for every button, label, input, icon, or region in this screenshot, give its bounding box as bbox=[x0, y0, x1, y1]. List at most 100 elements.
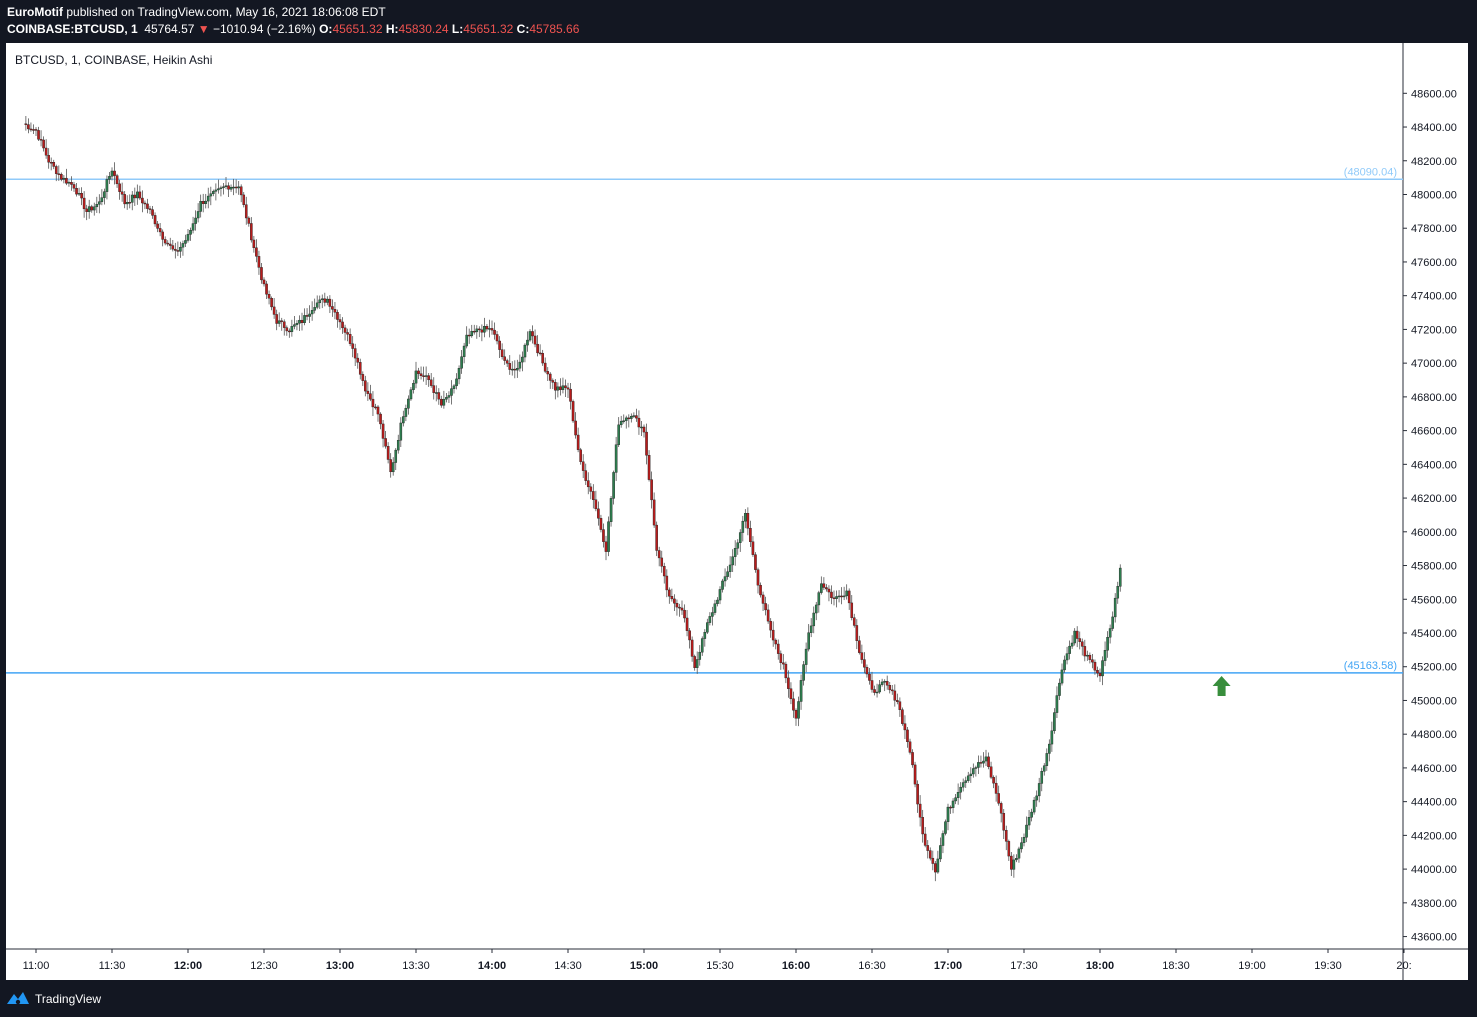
candle-body bbox=[946, 806, 950, 822]
candle-body bbox=[39, 139, 43, 141]
candle-body bbox=[1106, 637, 1109, 651]
candle-body bbox=[584, 470, 588, 481]
candle-body bbox=[346, 332, 349, 335]
candle-body bbox=[559, 386, 562, 390]
candle-body bbox=[693, 656, 696, 668]
candle-body bbox=[465, 334, 468, 347]
candle-body bbox=[490, 328, 494, 331]
candle-body bbox=[100, 197, 104, 202]
candle-body bbox=[660, 557, 664, 567]
candle-body bbox=[764, 603, 767, 611]
candlestick-chart[interactable]: 48600.00 48400.00 48200.00 48000.00 47800.00… bbox=[6, 43, 1468, 980]
candle-body bbox=[670, 596, 674, 600]
candle-body bbox=[1012, 859, 1016, 870]
candle-body bbox=[825, 587, 828, 590]
candle-body bbox=[1007, 841, 1011, 857]
price-tick-label: 44000.00 bbox=[1411, 864, 1457, 876]
candle-body bbox=[855, 625, 859, 641]
candle-body bbox=[52, 162, 56, 167]
chart-panel[interactable]: 48600.00 48400.00 48200.00 48000.00 47800.00… bbox=[6, 43, 1468, 980]
candle-body bbox=[239, 186, 243, 196]
price-tick-label: 45600.00 bbox=[1411, 594, 1457, 606]
candle-body bbox=[698, 651, 702, 660]
candle-body bbox=[369, 393, 372, 400]
candle-body bbox=[526, 339, 529, 346]
footer-brand[interactable]: TradingView bbox=[6, 988, 101, 1010]
candle-body bbox=[288, 330, 291, 333]
candle-body bbox=[257, 256, 261, 268]
candle-body bbox=[181, 243, 185, 248]
publisher-name: EuroMotif bbox=[7, 5, 63, 19]
candle-body bbox=[70, 182, 73, 185]
candle-body bbox=[163, 239, 167, 244]
candle-body bbox=[820, 583, 823, 593]
candle-body bbox=[1091, 659, 1094, 663]
candle-body bbox=[110, 170, 114, 177]
candle-body bbox=[982, 760, 985, 764]
candle-body bbox=[227, 185, 230, 190]
candle-body bbox=[668, 589, 671, 597]
candle-body bbox=[543, 362, 547, 372]
candle-body bbox=[599, 518, 603, 530]
candle-body bbox=[822, 583, 826, 588]
candle-body bbox=[1048, 743, 1051, 754]
candle-body bbox=[1017, 848, 1021, 859]
candle-body bbox=[462, 345, 466, 357]
candle-body bbox=[1004, 830, 1008, 842]
candle-body bbox=[944, 821, 947, 834]
candle-body bbox=[379, 413, 382, 425]
candle-body bbox=[32, 129, 35, 131]
candle-body bbox=[123, 194, 126, 205]
candle-body bbox=[941, 833, 945, 846]
candle-body bbox=[85, 208, 88, 212]
candle-body bbox=[776, 643, 780, 654]
candle-body bbox=[802, 664, 805, 681]
candle-body bbox=[969, 773, 973, 777]
candle-body bbox=[470, 330, 474, 337]
candle-body bbox=[652, 499, 656, 526]
candle-body bbox=[723, 576, 727, 582]
candle-body bbox=[445, 397, 448, 400]
close-label: C: bbox=[516, 22, 530, 36]
candle-body bbox=[277, 320, 281, 324]
candle-body bbox=[908, 741, 912, 753]
candle-body bbox=[916, 783, 919, 805]
candle-body bbox=[1086, 654, 1089, 657]
candle-body bbox=[1060, 669, 1064, 684]
candle-body bbox=[396, 440, 400, 451]
candle-body bbox=[184, 240, 187, 244]
time-tick-label: 16:00 bbox=[782, 960, 810, 972]
candle-body bbox=[224, 185, 228, 187]
candle-body bbox=[1045, 753, 1049, 766]
candle-body bbox=[873, 689, 876, 693]
candle-body bbox=[98, 201, 101, 205]
candle-body bbox=[650, 479, 653, 501]
candle-body bbox=[412, 382, 415, 390]
high-value: 45830.24 bbox=[398, 22, 449, 36]
candle-body bbox=[1032, 799, 1036, 813]
high-label: H: bbox=[385, 22, 399, 36]
candle-body bbox=[331, 306, 334, 310]
candle-body bbox=[640, 426, 643, 429]
candle-body bbox=[759, 584, 762, 596]
candle-body bbox=[713, 603, 717, 613]
candle-body bbox=[939, 845, 942, 860]
up-arrow-icon bbox=[1212, 675, 1231, 696]
candle-body bbox=[209, 193, 213, 197]
candle-body bbox=[67, 182, 71, 184]
candle-body bbox=[842, 595, 846, 598]
candle-body bbox=[1078, 638, 1082, 642]
candle-body bbox=[1035, 795, 1038, 801]
candle-body bbox=[695, 659, 699, 668]
candle-body bbox=[24, 123, 28, 125]
candle-body bbox=[883, 681, 886, 683]
candle-body bbox=[62, 177, 66, 180]
candle-body bbox=[358, 362, 362, 375]
candle-body bbox=[1025, 824, 1028, 838]
candle-body bbox=[766, 609, 770, 622]
candle-body bbox=[1022, 837, 1026, 843]
time-tick-label: 18:30 bbox=[1162, 960, 1190, 972]
price-tick-label: 44800.00 bbox=[1411, 729, 1457, 741]
candle-body bbox=[27, 124, 30, 130]
candle-body bbox=[1075, 630, 1079, 639]
